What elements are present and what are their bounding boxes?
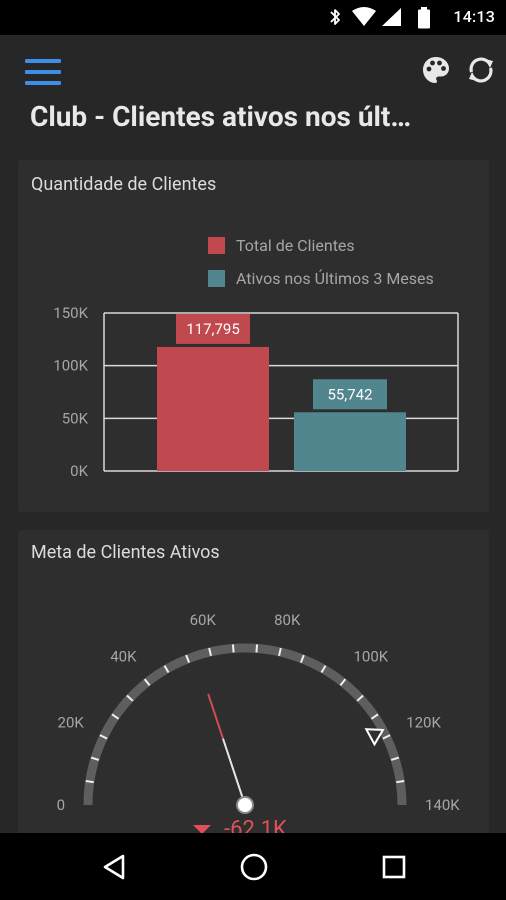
gauge-tick xyxy=(185,654,191,663)
gauge-tick-label: 80K xyxy=(274,611,301,629)
quantity-card: Quantidade de Clientes Total de Clientes… xyxy=(18,160,489,512)
bluetooth-icon xyxy=(330,9,340,25)
back-triangle-icon[interactable] xyxy=(100,853,128,881)
gauge-tick-label: 60K xyxy=(190,611,217,629)
gauge-tick xyxy=(143,678,151,687)
goal-gauge: 0 20K 40K 60K 80K 100K 120K 140K -62.1K xyxy=(57,611,460,833)
battery-icon xyxy=(418,7,430,29)
gauge-tick xyxy=(99,734,108,740)
gauge-tick xyxy=(126,694,134,702)
status-bar: 14:13 xyxy=(0,0,506,35)
legend-label: Ativos nos Últimos 3 Meses xyxy=(236,269,434,288)
gauge-tick xyxy=(208,647,212,657)
y-tick-label: 150K xyxy=(53,304,88,322)
y-tick-label: 0K xyxy=(70,462,88,480)
gauge-tick xyxy=(278,647,282,657)
gauge-tick xyxy=(163,665,170,673)
bar xyxy=(294,412,406,471)
gauge-tick-label: 120K xyxy=(406,714,441,732)
gauge-tick xyxy=(396,780,405,784)
gauge-delta-value: -62.1K xyxy=(224,817,287,833)
gauge-tick xyxy=(231,644,235,653)
goal-card-title: Meta de Clientes Ativos xyxy=(31,542,220,563)
quantity-bar-chart: Total de Clientes Ativos nos Últimos 3 Me… xyxy=(53,236,459,480)
page-title: Club - Clientes ativos nos últ… xyxy=(30,100,412,133)
recents-square-icon[interactable] xyxy=(380,853,408,881)
legend-label: Total de Clientes xyxy=(236,236,355,255)
gauge-tick xyxy=(382,734,391,740)
wifi-icon xyxy=(352,7,376,26)
app-bar xyxy=(0,35,506,105)
hamburger-icon[interactable] xyxy=(25,59,61,85)
gauge-tick xyxy=(339,678,347,687)
gauge-needle xyxy=(222,738,246,806)
gauge-tick xyxy=(320,665,327,673)
legend-swatch xyxy=(208,270,225,287)
goal-card: Meta de Clientes Ativos 0 20K 40K 60K 80K 100… xyxy=(18,530,489,833)
gauge-tick-label: 140K xyxy=(425,796,460,814)
gauge-tick xyxy=(255,644,259,653)
gauge-tick xyxy=(299,654,305,663)
gauge-needle-tip xyxy=(207,693,224,739)
gauge-tick xyxy=(85,780,94,784)
data-label: 117,795 xyxy=(186,320,240,338)
palette-icon[interactable] xyxy=(421,55,451,85)
gauge-target-marker xyxy=(364,728,385,747)
y-tick-label: 50K xyxy=(62,409,89,427)
gauge-tick-label: 100K xyxy=(353,647,388,665)
delta-down-icon xyxy=(193,825,211,833)
cell-signal-icon xyxy=(382,8,401,26)
gauge-tick xyxy=(90,756,100,761)
gauge-tick-label: 20K xyxy=(58,714,85,732)
gauge-arc xyxy=(83,643,407,806)
legend-swatch xyxy=(208,237,225,254)
y-tick-label: 100K xyxy=(53,357,88,375)
navigation-bar xyxy=(0,833,506,900)
status-time: 14:13 xyxy=(453,7,495,26)
data-label-box xyxy=(313,379,387,410)
gauge-tick xyxy=(356,694,364,702)
gauge-tick-label: 40K xyxy=(110,647,137,665)
gauge-tick xyxy=(370,713,379,720)
home-circle-icon[interactable] xyxy=(238,851,270,883)
quantity-card-title: Quantidade de Clientes xyxy=(31,174,217,195)
gauge-tick xyxy=(390,756,400,761)
data-label: 55,742 xyxy=(327,385,372,403)
gauge-hub xyxy=(236,796,254,814)
gauge-tick xyxy=(111,713,120,720)
bar xyxy=(157,346,269,471)
gauge-tick-label: 0 xyxy=(57,796,65,814)
data-label-box xyxy=(176,313,250,344)
refresh-icon[interactable] xyxy=(465,54,497,86)
